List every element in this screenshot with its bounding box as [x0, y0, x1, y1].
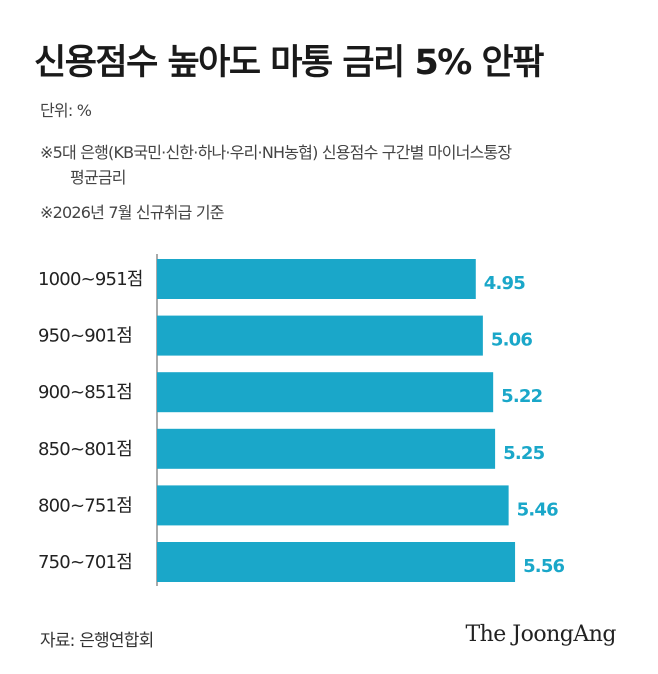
- value-label: 5.56: [523, 556, 564, 577]
- note-survey: ※5대 은행(KB국민·신한·하나·우리·NH농협) 신용점수 구간별 마이너스…: [40, 143, 512, 162]
- bar: [157, 372, 494, 413]
- value-label: 5.22: [501, 386, 542, 407]
- note-basis: ※2026년 7월 신규취급 기준: [40, 203, 225, 222]
- bar: [157, 542, 516, 582]
- unit-label: 단위: %: [40, 101, 92, 120]
- bar: [157, 428, 496, 469]
- category-label: 800~751점: [38, 495, 132, 516]
- category-label: 1000~951점: [38, 269, 143, 290]
- publisher-logo: The JoongAng: [465, 622, 616, 647]
- category-label: 850~801점: [38, 439, 132, 460]
- note-survey-continued: 평균금리: [70, 168, 126, 187]
- value-label: 4.95: [484, 273, 525, 294]
- value-label: 5.06: [491, 330, 532, 351]
- category-label: 900~851점: [38, 382, 132, 403]
- bars-group: 1000~951점 4.95 950~901점 5.06 900~851점 5.22 850…: [38, 259, 565, 582]
- category-label: 750~701점: [38, 552, 132, 573]
- source-note: 자료: 은행연합회: [40, 631, 154, 651]
- bar: [157, 259, 476, 299]
- value-label: 5.25: [503, 443, 544, 464]
- bar: [157, 315, 483, 356]
- bar: [157, 485, 509, 526]
- category-label: 950~901점: [38, 326, 132, 347]
- value-label: 5.46: [517, 499, 558, 520]
- page-title: 신용점수 높아도 마통 금리 5% 안팎: [34, 43, 544, 83]
